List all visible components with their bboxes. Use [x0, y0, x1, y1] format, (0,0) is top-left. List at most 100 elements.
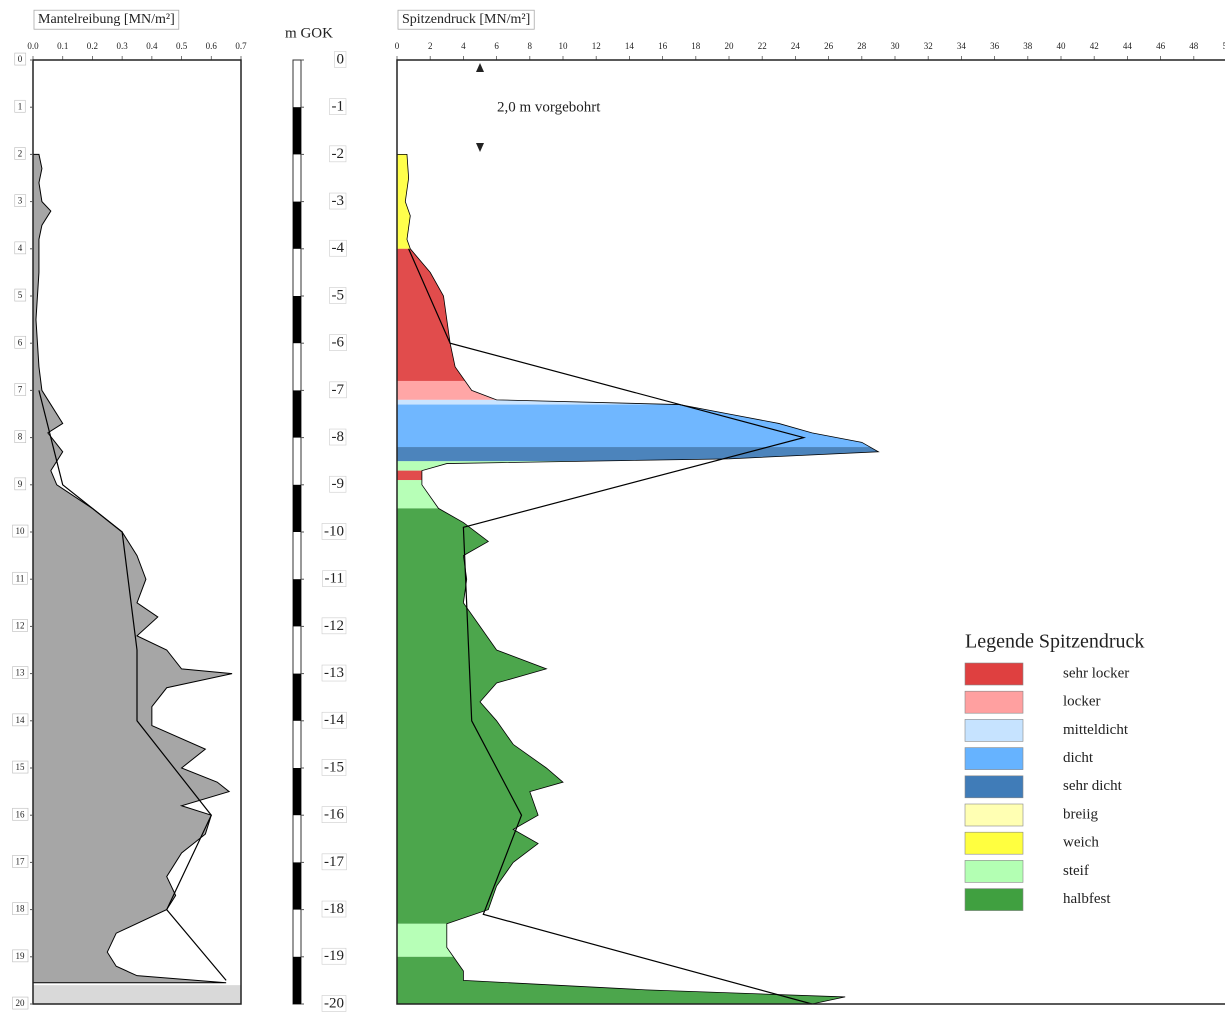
cone-resistance — [396, 154, 880, 1005]
x-tick-label: 0.5 — [176, 41, 188, 51]
y-tick-label: -18 — [324, 901, 344, 917]
y-tick-label: -6 — [332, 335, 345, 351]
y-tick-label: 8 — [18, 432, 23, 442]
tick-box — [329, 145, 347, 163]
legend-swatch — [964, 803, 1024, 827]
x-tick-label: 42 — [1090, 41, 1099, 51]
x-tick-label: 8 — [528, 41, 533, 51]
legend-label: locker — [1063, 694, 1100, 710]
tick-box — [321, 759, 347, 776]
x-tick-label: 0.4 — [146, 41, 158, 51]
y-tick-label: -11 — [325, 571, 344, 587]
scale-segment — [293, 201, 301, 249]
y-tick-label: 5 — [18, 290, 23, 300]
x-tick-label: 26 — [824, 41, 834, 51]
y-tick-label: -7 — [332, 382, 345, 398]
legend-label: halbfest — [1063, 891, 1111, 907]
legend-label: dicht — [1063, 750, 1094, 766]
friction-area — [32, 153, 233, 984]
tick-box — [14, 147, 26, 160]
tick-box — [14, 477, 27, 491]
tick-box — [321, 664, 347, 682]
legend-label: sehr dicht — [1063, 778, 1123, 794]
tick-box — [321, 853, 347, 871]
scale-segment — [293, 956, 301, 1004]
x-tick-label: 0 — [395, 41, 400, 51]
y-tick-label: -19 — [324, 948, 344, 964]
tick-box — [321, 806, 347, 823]
scale-segment — [293, 107, 301, 155]
tick-box — [14, 430, 27, 443]
x-tick-label: 0.2 — [87, 41, 98, 51]
tick-box — [12, 760, 29, 774]
scale-segment — [293, 579, 301, 627]
tick-box — [334, 51, 347, 68]
legend-swatch — [964, 690, 1024, 714]
x-tick-label: 0.6 — [206, 41, 218, 51]
x-tick-label: 4 — [461, 41, 466, 51]
y-tick-label: -8 — [332, 429, 345, 445]
x-tick-label: 16 — [658, 41, 668, 51]
legend-swatch — [964, 775, 1024, 799]
x-tick-label: 44 — [1123, 41, 1133, 51]
legend-title: Legende Spitzendruck — [965, 631, 1144, 653]
y-tick-label: -14 — [324, 712, 344, 728]
x-tick-label: 32 — [924, 41, 933, 51]
legend-swatch — [964, 662, 1024, 686]
x-tick-label: 24 — [791, 41, 801, 51]
y-tick-label: 20 — [16, 998, 26, 1008]
x-tick-label: 38 — [1023, 41, 1033, 51]
y-tick-label: 3 — [18, 196, 23, 206]
x-tick-label: 0.0 — [27, 41, 39, 51]
y-tick-label: -5 — [332, 287, 345, 303]
y-tick-label: -16 — [324, 807, 344, 823]
y-tick-label: 11 — [16, 573, 25, 583]
y-tick-label: 16 — [16, 809, 26, 819]
scale-segment — [293, 296, 301, 344]
legend-label: sehr locker — [1063, 665, 1129, 681]
panel-title: Mantelreibung [MN/m²] — [38, 12, 175, 27]
legend-swatch — [964, 719, 1024, 742]
x-tick-label: 18 — [691, 41, 701, 51]
tick-box — [329, 381, 347, 399]
tick-box — [12, 949, 29, 963]
tick-box — [321, 617, 347, 635]
tick-box — [322, 570, 347, 587]
frame — [396, 59, 1225, 1005]
x-tick-label: 2 — [428, 41, 433, 51]
tick-box — [12, 571, 28, 585]
tick-box — [14, 288, 27, 302]
x-tick-label: 22 — [758, 41, 767, 51]
y-tick-label: 0 — [337, 51, 345, 67]
legend-label: steif — [1063, 863, 1089, 879]
y-tick-label: 15 — [16, 762, 26, 772]
scale-segment — [293, 390, 301, 438]
y-tick-label: 2 — [18, 148, 23, 158]
x-tick-label: 0.7 — [235, 41, 247, 51]
y-tick-label: 9 — [18, 479, 23, 489]
x-tick-label: 14 — [625, 41, 635, 51]
tick-box — [329, 239, 347, 257]
tick-box — [12, 996, 29, 1010]
trend-line — [408, 248, 813, 1005]
scale-segment — [293, 862, 301, 910]
scale-segment — [293, 673, 301, 721]
y-tick-label: -1 — [332, 99, 345, 115]
y-tick-label: 6 — [18, 337, 23, 347]
y-tick-label: -17 — [324, 854, 344, 870]
bottom-band — [33, 985, 241, 1004]
legend-label: mitteldicht — [1063, 722, 1129, 738]
x-tick-label: 12 — [592, 41, 601, 51]
y-tick-label: -20 — [324, 995, 344, 1011]
tick-box — [329, 475, 347, 493]
x-tick-label: 28 — [857, 41, 867, 51]
y-tick-label: 7 — [18, 384, 23, 394]
arrow-up — [476, 63, 484, 72]
tick-box — [12, 666, 29, 679]
y-tick-label: 0 — [18, 54, 23, 64]
y-tick-label: -3 — [332, 193, 345, 209]
tick-box — [14, 335, 27, 349]
panel-title: Spitzendruck [MN/m²] — [402, 12, 530, 27]
